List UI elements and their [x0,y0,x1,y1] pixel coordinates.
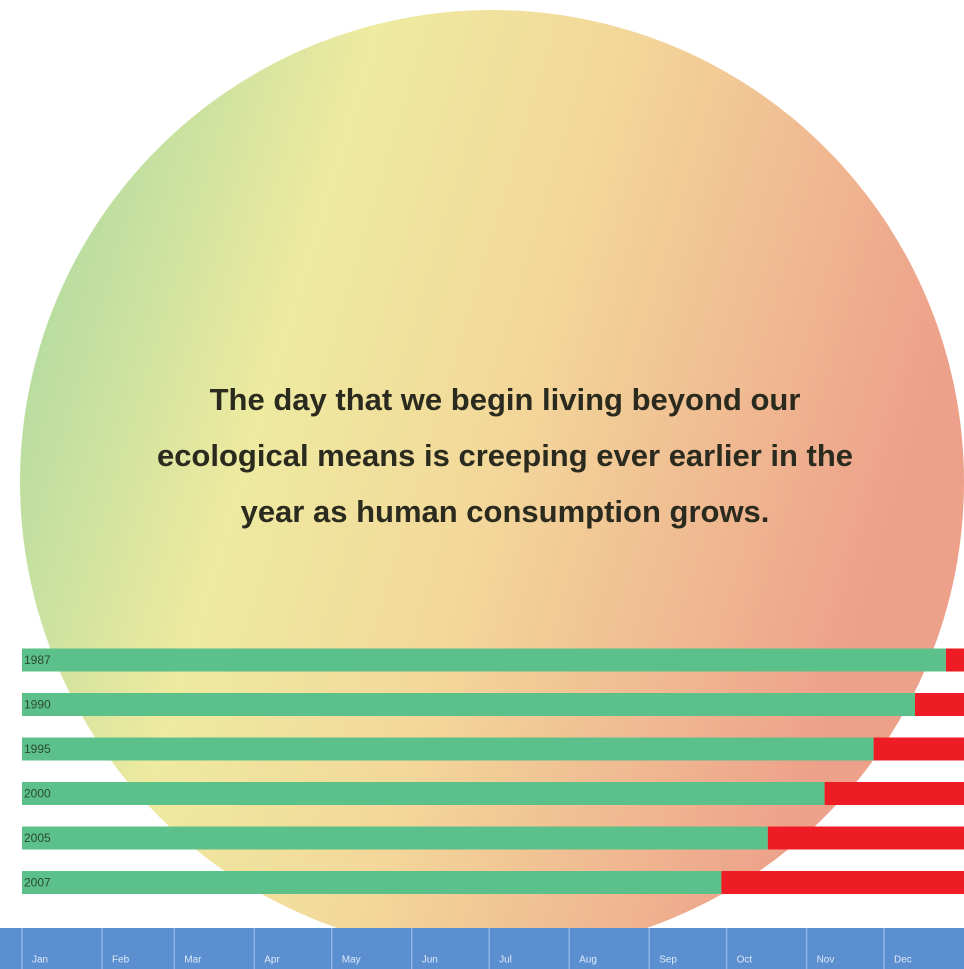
chart-title: The day that we begin living beyond our … [156,382,854,529]
bar-segment [22,826,768,850]
bar-segment [873,737,964,761]
month-axis-band [0,928,964,969]
earth-background [20,10,964,954]
x-tick-label: Dec [894,955,912,966]
bar-segment [767,826,964,850]
x-tick-label: May [342,955,361,966]
x-tick-label: Feb [112,955,130,966]
bar-segment [22,871,722,894]
bar-segment [914,693,964,716]
bar-segment [824,782,964,805]
y-category-label: 2007 [24,876,51,890]
bar-segment [22,693,915,716]
x-tick-label: Jan [32,955,48,966]
y-category-label: 1995 [24,742,51,756]
y-category-label: 2000 [24,787,51,801]
x-tick-label: Jun [422,955,438,966]
bar-segment [22,648,946,672]
x-tick-label: Apr [264,955,280,966]
bar-segment [22,782,825,805]
y-category-label: 2005 [24,831,51,845]
bar-segment [22,737,874,761]
bar-segment [945,648,964,672]
y-category-label: 1990 [24,698,51,712]
x-tick-label: Jul [499,955,512,966]
x-tick-label: Nov [817,955,835,966]
x-tick-label: Mar [184,955,202,966]
x-tick-label: Aug [579,955,597,966]
x-tick-label: Sep [659,955,677,966]
x-tick-label: Oct [737,955,753,966]
y-category-label: 1987 [24,653,51,667]
bar-segment [721,871,964,894]
